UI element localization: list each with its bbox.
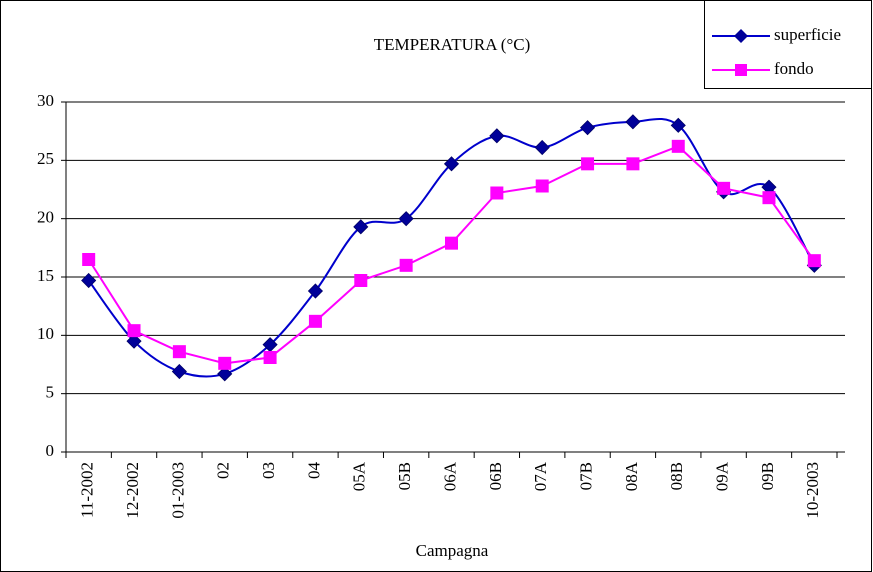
data-point: [534, 139, 550, 156]
data-point: [579, 120, 596, 136]
legend-label: fondo: [774, 59, 814, 78]
legend-box: [704, 0, 872, 89]
data-point: [217, 366, 233, 382]
data-point: [81, 272, 97, 289]
data-point: [490, 186, 504, 200]
data-point: [717, 181, 731, 195]
y-tick-label: 0: [46, 441, 55, 460]
data-point: [626, 157, 640, 171]
y-tick-label: 30: [37, 91, 54, 110]
data-point: [218, 356, 232, 370]
x-tick-label: 06B: [486, 462, 505, 490]
x-tick-label: 02: [214, 462, 233, 479]
data-point: [171, 363, 187, 380]
x-tick-label: 05A: [350, 461, 369, 491]
data-point: [82, 253, 96, 266]
data-point: [127, 324, 141, 338]
chart-title: TEMPERATURA (°C): [374, 35, 531, 54]
data-point: [581, 157, 595, 171]
legend-label: superficie: [774, 25, 841, 44]
data-point: [307, 283, 324, 299]
y-tick-label: 25: [37, 149, 54, 168]
x-tick-label: 04: [304, 462, 323, 480]
data-point: [308, 314, 322, 328]
data-point: [263, 351, 277, 364]
x-tick-label: 06A: [440, 461, 459, 491]
data-point: [399, 258, 413, 272]
x-tick-label: 11-2002: [78, 462, 97, 518]
y-tick-label: 5: [46, 383, 55, 402]
data-point: [535, 179, 549, 193]
data-point: [398, 211, 414, 227]
data-point: [172, 345, 186, 359]
x-tick-label: 09B: [758, 462, 777, 490]
data-point: [489, 128, 505, 144]
legend-marker: [735, 64, 747, 76]
x-tick-label: 03: [259, 462, 278, 479]
x-tick-label: 10-2003: [803, 462, 822, 519]
data-point: [670, 117, 686, 133]
legend-marker: [734, 29, 748, 43]
x-tick-label: 01-2003: [168, 462, 187, 519]
y-tick-label: 20: [37, 208, 54, 227]
y-tick-label: 15: [37, 266, 54, 285]
x-axis-label: Campagna: [416, 541, 489, 560]
data-point: [671, 139, 685, 153]
data-point: [354, 274, 368, 287]
data-point: [625, 114, 641, 130]
data-point: [807, 254, 821, 268]
data-point: [353, 219, 369, 235]
data-point: [126, 333, 142, 349]
y-tick-label: 10: [37, 324, 54, 343]
x-tick-label: 12-2002: [123, 462, 142, 519]
x-tick-label: 09A: [713, 461, 732, 491]
x-tick-label: 08B: [667, 462, 686, 490]
data-point: [762, 191, 776, 205]
x-tick-label: 07B: [576, 462, 595, 490]
data-point: [443, 156, 460, 172]
x-tick-label: 07A: [531, 461, 550, 491]
x-tick-label: 08A: [622, 461, 641, 491]
x-tick-label: 05B: [395, 462, 414, 490]
data-point: [445, 236, 458, 250]
